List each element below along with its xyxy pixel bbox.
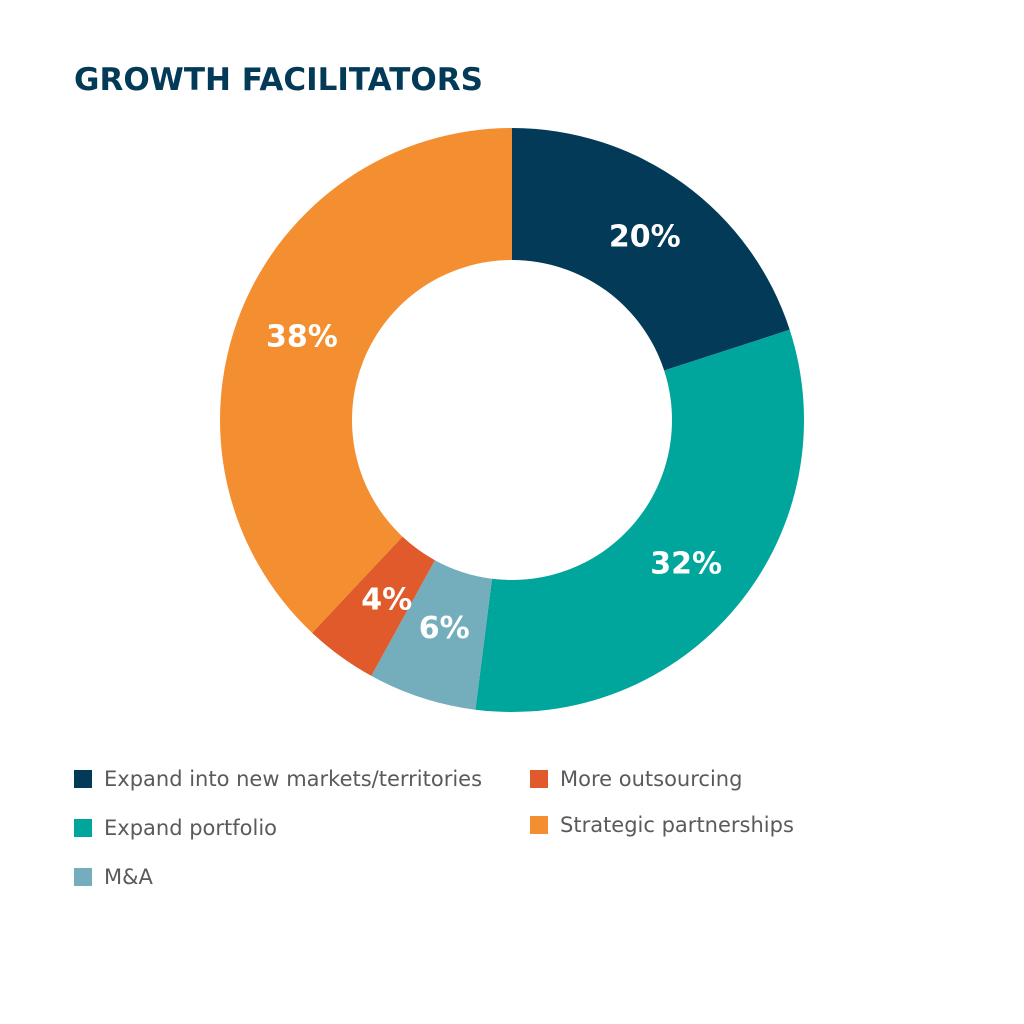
legend-label: Expand into new markets/territories [104, 767, 483, 791]
legend-label: Expand portfolio [104, 816, 278, 840]
slice-value-label: 38% [266, 319, 338, 354]
legend-label: Strategic partnerships [560, 813, 794, 837]
legend-item-expand-portfolio: Expand portfolio [74, 816, 277, 840]
legend-swatch [530, 816, 548, 834]
legend-swatch [74, 819, 92, 837]
legend-label: More outsourcing [560, 767, 743, 791]
slice-strategic-partnerships [220, 128, 512, 633]
slice-labels: 20% 32% 6%4% 38% [266, 220, 722, 646]
legend-item-more-outsourcing: More outsourcing [530, 767, 742, 791]
legend-item-ma: M&A [74, 865, 153, 889]
legend-item-strategic-partnerships: Strategic partnerships [530, 813, 794, 837]
chart-title: GROWTH FACILITATORS [74, 62, 483, 98]
legend-label: M&A [104, 865, 153, 889]
slice-expand-portfolio [475, 329, 804, 712]
slice-expand-markets [512, 128, 790, 371]
donut-slices [220, 128, 804, 712]
legend-swatch [74, 868, 92, 886]
legend-swatch [530, 770, 548, 788]
legend-swatch [74, 770, 92, 788]
slice-value-label: 6% [419, 611, 470, 646]
slice-ma [371, 560, 492, 710]
slice-value-label: 32% [650, 547, 722, 582]
slice-more-outsourcing [312, 536, 435, 676]
slice-value-label: 20% [609, 220, 681, 255]
slice-value-label: 4% [361, 582, 412, 617]
legend-item-expand-markets: Expand into new markets/territories [74, 767, 482, 791]
